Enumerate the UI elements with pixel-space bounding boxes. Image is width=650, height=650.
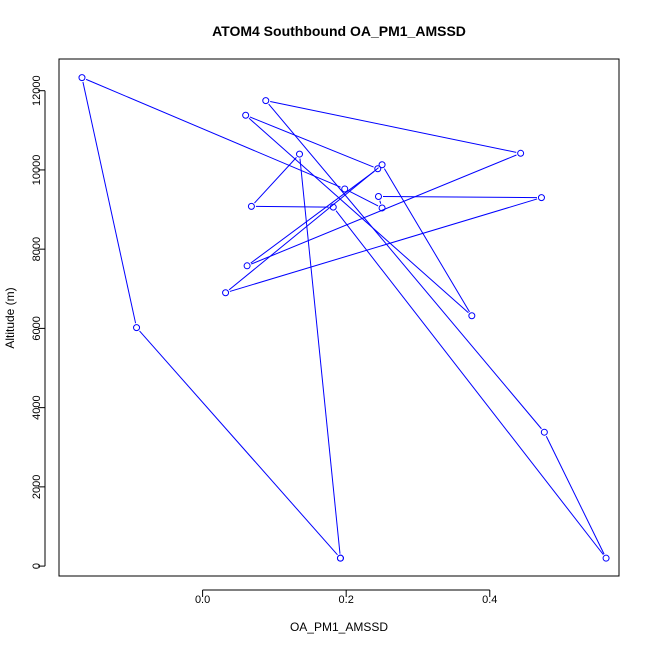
data-point: [378, 161, 386, 169]
x-tick-label: 0.2: [339, 594, 354, 606]
series-line-segment: [379, 200, 382, 204]
y-tick-label: 10000: [31, 155, 43, 186]
data-point: [243, 262, 251, 270]
series-line-segment: [545, 436, 605, 555]
data-point: [374, 192, 382, 200]
series-line-segment: [382, 196, 537, 199]
series-line-segment: [85, 78, 341, 188]
series-line-segment: [299, 158, 341, 554]
series-line-segment: [82, 81, 137, 324]
data-point: [341, 185, 349, 193]
x-tick-label: 0.0: [195, 594, 210, 606]
y-tick-label: 12000: [31, 75, 43, 106]
data-point: [468, 312, 476, 320]
data-point: [296, 150, 304, 158]
data-point: [78, 74, 86, 82]
data-point: [537, 194, 545, 202]
series-line-segment: [251, 154, 517, 265]
data-point: [378, 204, 386, 212]
data-point: [262, 97, 270, 105]
series-line-segment: [229, 198, 538, 292]
x-tick-label: 0.4: [482, 594, 497, 606]
series-layer: [78, 74, 610, 562]
data-point: [540, 428, 548, 436]
y-tick-label: 6000: [31, 316, 43, 340]
series-line-segment: [250, 171, 375, 264]
x-axis: 0.0 0.2 0.4: [195, 589, 497, 606]
y-tick-label: 4000: [31, 395, 43, 419]
y-tick-label: 0: [31, 563, 43, 569]
data-point: [602, 554, 610, 562]
series-line-segment: [383, 168, 470, 313]
y-axis-label: Altitude (m): [3, 287, 17, 348]
data-point: [222, 289, 230, 297]
data-point: [133, 324, 141, 332]
data-point: [517, 149, 525, 157]
series-line-segment: [268, 103, 542, 430]
data-point: [374, 165, 382, 173]
series-line-segment: [228, 167, 379, 291]
series-line-segment: [139, 330, 338, 556]
data-point: [242, 111, 250, 119]
data-point: [329, 203, 337, 211]
x-axis-label: OA_PM1_AMSSD: [290, 620, 388, 634]
chart-title: ATOM4 Southbound OA_PM1_AMSSD: [212, 23, 466, 39]
series-line-segment: [270, 101, 517, 153]
y-axis: 0 2000 4000 6000 8000 10000 12000: [31, 75, 46, 569]
plot-frame: [58, 58, 620, 577]
series-line-segment: [249, 116, 374, 168]
series-line-segment: [255, 205, 329, 208]
series-line-segment: [348, 190, 379, 207]
data-point: [336, 554, 344, 562]
series-line-segment: [248, 117, 469, 314]
data-point: [247, 202, 255, 210]
y-tick-label: 8000: [31, 237, 43, 261]
y-tick-label: 2000: [31, 475, 43, 499]
series-line-segment: [335, 210, 604, 555]
